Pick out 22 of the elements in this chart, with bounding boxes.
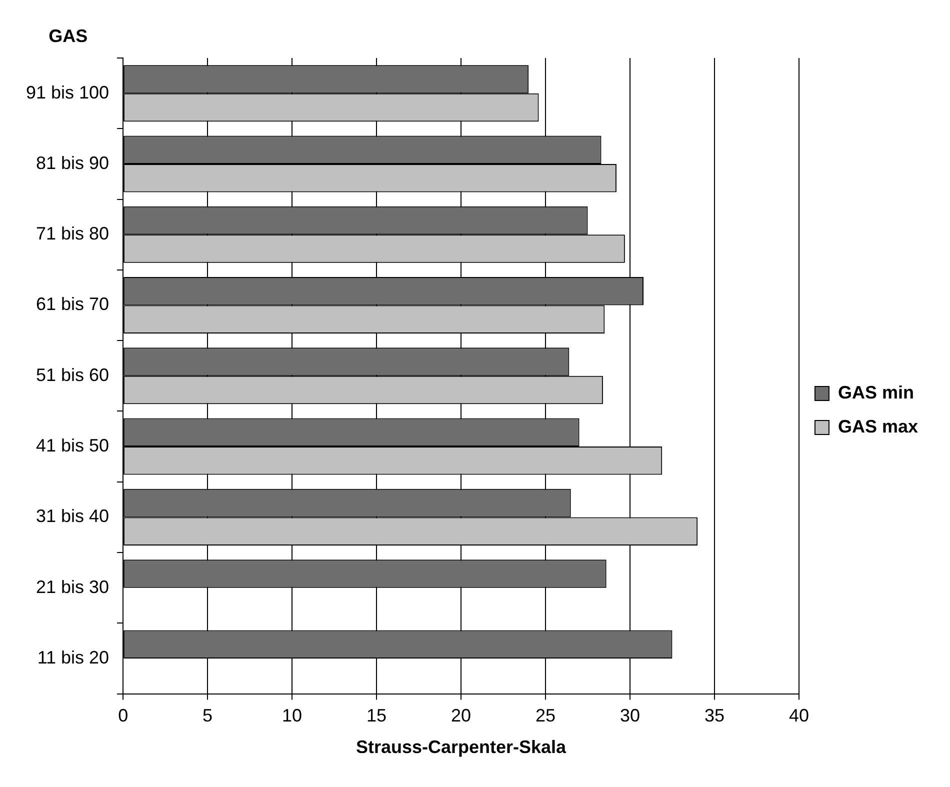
y-tick-label: 31 bis 40 bbox=[36, 506, 110, 526]
x-tick-label: 25 bbox=[535, 706, 556, 726]
x-tick-label: 20 bbox=[451, 706, 472, 726]
y-tick-label: 41 bis 50 bbox=[36, 436, 110, 456]
legend-label: GAS max bbox=[838, 416, 918, 436]
y-tick-label: 21 bis 30 bbox=[36, 576, 110, 597]
x-tick-label: 10 bbox=[282, 706, 302, 726]
y-tick-label: 61 bis 70 bbox=[36, 294, 110, 314]
legend-label: GAS min bbox=[838, 382, 914, 402]
y-tick-label: 81 bis 90 bbox=[36, 152, 110, 173]
y-axis-title: GAS bbox=[48, 26, 88, 46]
x-tick-label: 0 bbox=[118, 706, 128, 726]
x-axis-title: Strauss-Carpenter-Skala bbox=[356, 737, 568, 758]
x-tick-label: 30 bbox=[620, 706, 640, 726]
x-tick-label: 5 bbox=[202, 706, 213, 726]
x-tick-label: 40 bbox=[788, 706, 809, 726]
x-tick-label: 15 bbox=[366, 706, 387, 726]
y-tick-label: 71 bis 80 bbox=[36, 224, 110, 244]
y-tick-label: 51 bis 60 bbox=[36, 364, 110, 385]
y-tick-label: 11 bis 20 bbox=[37, 647, 110, 668]
y-tick-label: 91 bis 100 bbox=[26, 82, 110, 102]
x-tick-label: 35 bbox=[704, 706, 724, 726]
